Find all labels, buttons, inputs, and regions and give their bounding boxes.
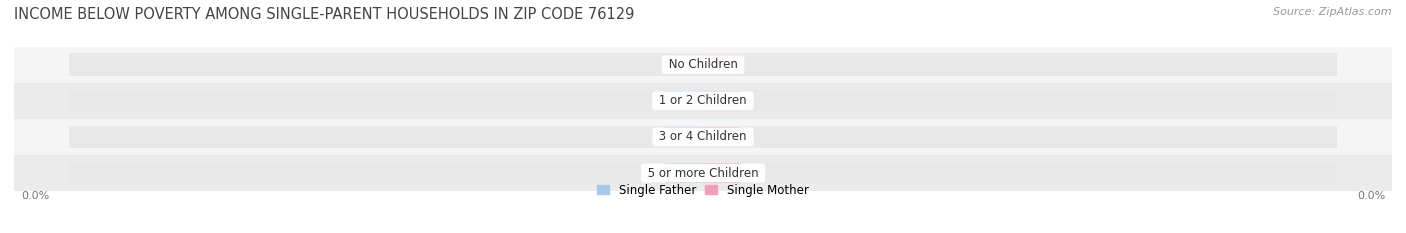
Text: 3 or 4 Children: 3 or 4 Children bbox=[655, 130, 751, 143]
Bar bbox=[14, 119, 1392, 155]
Bar bbox=[703, 91, 741, 110]
Text: 0.0%: 0.0% bbox=[669, 132, 699, 142]
Bar bbox=[14, 83, 1392, 119]
Text: 1 or 2 Children: 1 or 2 Children bbox=[655, 94, 751, 107]
Bar bbox=[703, 127, 741, 146]
Text: 0.0%: 0.0% bbox=[669, 96, 699, 106]
Bar bbox=[14, 155, 1392, 191]
Bar bbox=[69, 53, 1337, 76]
Legend: Single Father, Single Mother: Single Father, Single Mother bbox=[598, 184, 808, 197]
Text: 0.0%: 0.0% bbox=[1357, 191, 1385, 201]
Bar bbox=[665, 91, 703, 110]
Bar bbox=[665, 127, 703, 146]
Text: No Children: No Children bbox=[665, 58, 741, 71]
Bar bbox=[69, 126, 1337, 148]
Text: Source: ZipAtlas.com: Source: ZipAtlas.com bbox=[1274, 7, 1392, 17]
Bar bbox=[665, 164, 703, 182]
Text: 5 or more Children: 5 or more Children bbox=[644, 167, 762, 179]
Text: 0.0%: 0.0% bbox=[21, 191, 49, 201]
Text: 0.0%: 0.0% bbox=[707, 168, 737, 178]
Text: 0.0%: 0.0% bbox=[707, 132, 737, 142]
Bar bbox=[14, 47, 1392, 83]
Bar bbox=[69, 89, 1337, 112]
Text: 0.0%: 0.0% bbox=[707, 60, 737, 70]
Bar bbox=[703, 164, 741, 182]
Text: 0.0%: 0.0% bbox=[669, 60, 699, 70]
Bar bbox=[665, 55, 703, 74]
Text: 0.0%: 0.0% bbox=[669, 168, 699, 178]
Bar bbox=[69, 162, 1337, 184]
Bar bbox=[703, 55, 741, 74]
Text: 0.0%: 0.0% bbox=[707, 96, 737, 106]
Text: INCOME BELOW POVERTY AMONG SINGLE-PARENT HOUSEHOLDS IN ZIP CODE 76129: INCOME BELOW POVERTY AMONG SINGLE-PARENT… bbox=[14, 7, 634, 22]
